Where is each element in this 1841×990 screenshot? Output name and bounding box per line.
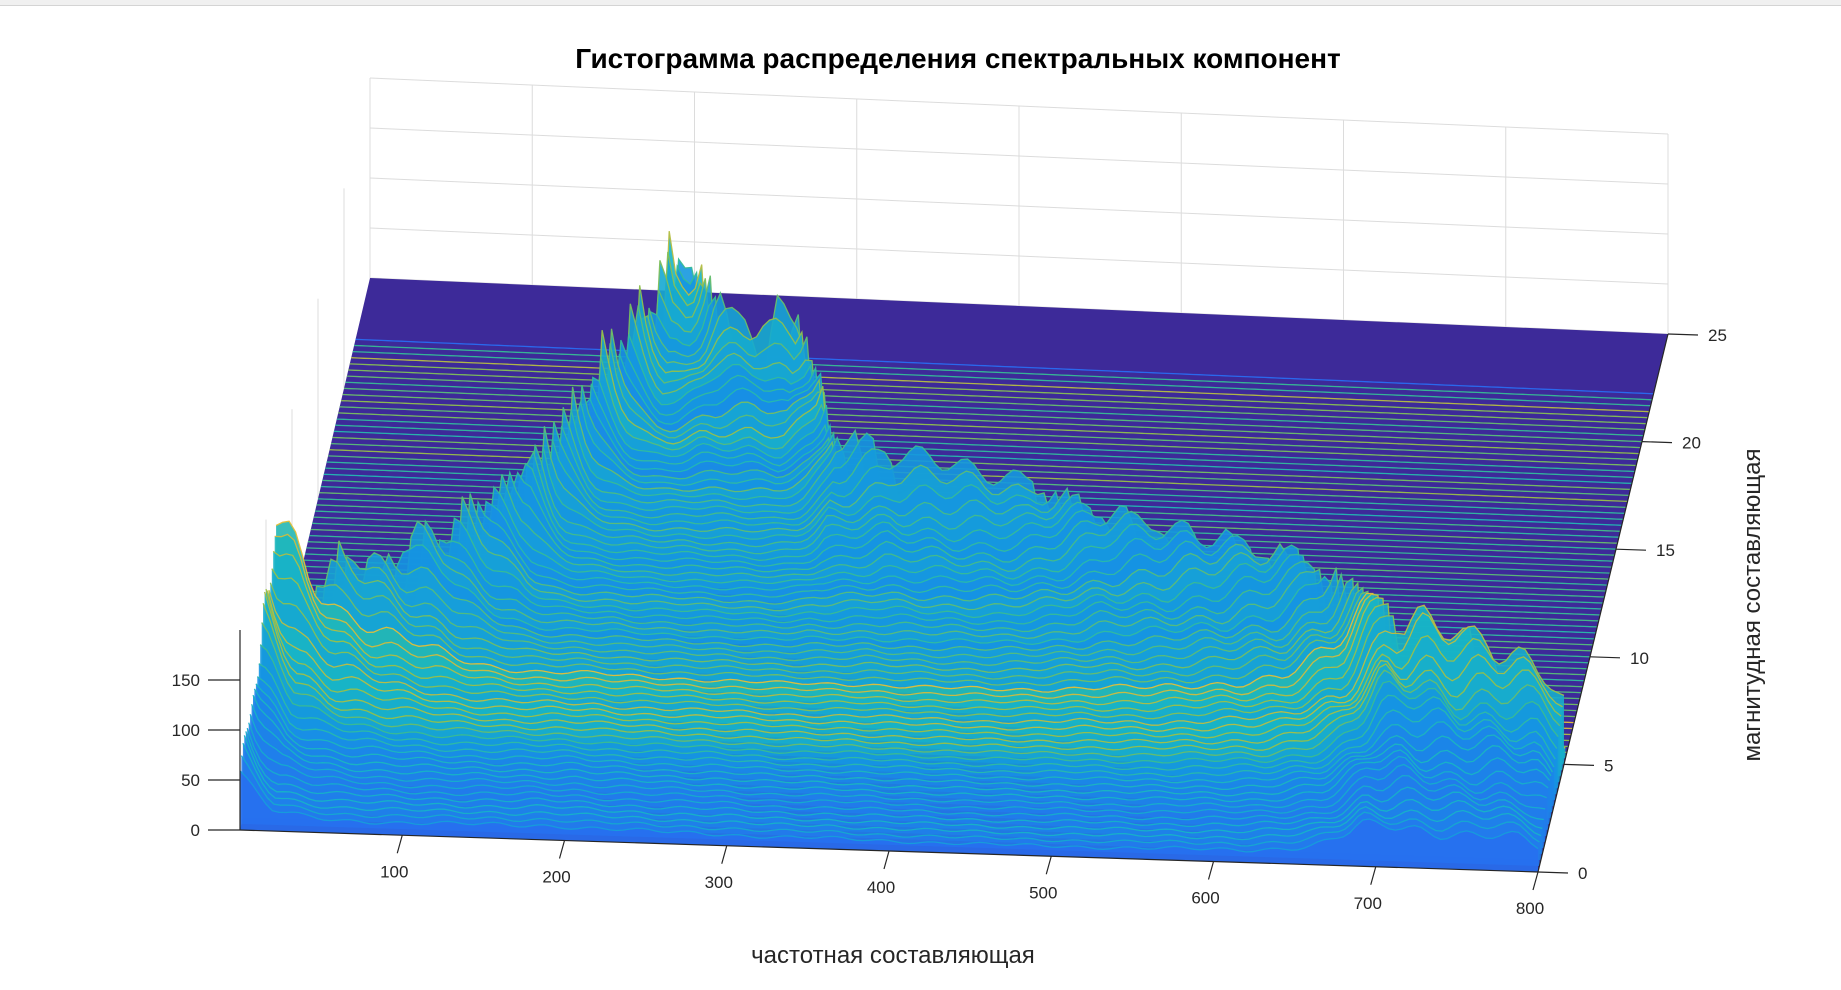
figure-toolbar-strip bbox=[0, 0, 1841, 6]
surface-ribbon bbox=[307, 444, 1606, 591]
surface-ridge-line bbox=[339, 305, 1638, 461]
surface-ridge-line bbox=[348, 260, 1647, 425]
surface-ribbon bbox=[240, 770, 1538, 872]
surface-ridge-line bbox=[352, 263, 1651, 407]
y-tick-mark bbox=[1537, 871, 1569, 874]
y-tick-label: 0 bbox=[1578, 864, 1587, 883]
y-axis-label: магнитудная составляющая bbox=[1739, 449, 1766, 762]
surface-ridge-line bbox=[355, 323, 1654, 395]
surface-ridge-line bbox=[256, 676, 1556, 778]
surface-ridge-line bbox=[303, 471, 1602, 610]
surface-ridge-line bbox=[248, 722, 1547, 815]
y-tick-label: 20 bbox=[1682, 434, 1701, 453]
x-tick-label: 800 bbox=[1516, 899, 1544, 918]
grid-line-back-z bbox=[369, 227, 1669, 285]
surface-ridge-line bbox=[242, 742, 1542, 841]
surface-ridge-line bbox=[343, 291, 1643, 443]
surface-ridge-line bbox=[243, 735, 1543, 834]
surface-ridge-line bbox=[251, 703, 1551, 803]
x-tick-mark bbox=[721, 845, 728, 864]
axes-layer bbox=[208, 333, 1699, 891]
surface-ridge-line bbox=[345, 294, 1644, 437]
surface-ridge-line bbox=[338, 303, 1637, 467]
x-tick-mark bbox=[558, 840, 566, 859]
x-tick-label: 700 bbox=[1354, 894, 1382, 913]
surface-ridge-line bbox=[262, 603, 1562, 751]
x-tick-mark bbox=[883, 850, 890, 870]
surface-ridge-line bbox=[272, 550, 1572, 736]
surface-layer bbox=[239, 231, 1654, 872]
surface-ridge-line bbox=[304, 462, 1604, 604]
x-tick-label: 600 bbox=[1191, 889, 1219, 908]
surface-ridge-line bbox=[268, 589, 1567, 754]
y-tick-label: 10 bbox=[1630, 649, 1649, 668]
z-tick-label: 0 bbox=[191, 821, 200, 840]
surface-ridge-line bbox=[253, 688, 1553, 791]
z-tick-label: 150 bbox=[172, 671, 200, 690]
x-tick-label: 100 bbox=[380, 862, 408, 881]
surface-ridge-line bbox=[278, 558, 1578, 712]
surface-ridge-line bbox=[269, 582, 1569, 748]
surface-ridge-line bbox=[335, 339, 1634, 479]
surface-ribbon bbox=[263, 603, 1562, 777]
surface-ridge-line bbox=[351, 231, 1650, 413]
y-tick-label: 5 bbox=[1604, 756, 1613, 775]
y-tick-mark bbox=[1563, 763, 1595, 766]
y-tick-label: 25 bbox=[1708, 326, 1727, 345]
x-tick-label: 300 bbox=[705, 873, 733, 892]
tick-label-layer: 100 200 300 400 500 600 700 800 0 5 10 15 20 25 0 50 100… bbox=[172, 326, 1727, 918]
surface-ridge-line bbox=[275, 520, 1575, 724]
surface-ridge-line bbox=[261, 622, 1561, 758]
surface-ribbon bbox=[266, 589, 1564, 765]
surface-ribbon bbox=[264, 591, 1563, 771]
surface-ribbon bbox=[273, 551, 1572, 735]
surface-ridge-line bbox=[265, 588, 1565, 739]
surface-ridge-line bbox=[271, 568, 1570, 742]
surface-ridge-line bbox=[277, 584, 1576, 718]
y-tick-mark bbox=[1667, 333, 1699, 336]
grid-line-back-z bbox=[369, 177, 1669, 235]
surface-ridge-line bbox=[240, 755, 1540, 847]
x-axis-label: частотная составляющая bbox=[751, 942, 1035, 969]
y-tick-mark bbox=[1589, 656, 1621, 659]
surface-ridge-line bbox=[342, 293, 1641, 449]
surface-ridge-line bbox=[239, 770, 1539, 853]
surface-ridge-line bbox=[349, 251, 1648, 419]
surface-ridge-line bbox=[333, 353, 1632, 485]
surface-ridge-line bbox=[245, 731, 1544, 828]
surface-ribbon bbox=[274, 534, 1573, 729]
y-axis-line bbox=[1537, 333, 1669, 873]
x-tick-label: 400 bbox=[867, 878, 895, 897]
surface-ridge-line bbox=[258, 663, 1558, 771]
surface-ridge-line bbox=[255, 683, 1555, 784]
x-tick-mark bbox=[1532, 871, 1539, 891]
x-tick-mark bbox=[1045, 856, 1052, 875]
x-tick-label: 200 bbox=[542, 868, 570, 887]
x-tick-mark bbox=[396, 835, 403, 854]
surface-ridge-line bbox=[341, 285, 1640, 455]
grid-line-back-z bbox=[369, 77, 1669, 135]
surface-ridge-line bbox=[252, 694, 1552, 797]
surface-ribbon bbox=[261, 622, 1560, 783]
surface-ridge-line bbox=[263, 591, 1563, 745]
y-tick-mark bbox=[1615, 548, 1647, 551]
z-tick-label: 50 bbox=[181, 771, 200, 790]
surface-ridge-line bbox=[346, 275, 1645, 431]
x-tick-mark bbox=[1370, 866, 1377, 885]
surface-ridge-line bbox=[249, 713, 1549, 808]
surface-ridge-line bbox=[274, 533, 1573, 730]
x-tick-label: 500 bbox=[1029, 883, 1057, 902]
surface-ridge-line bbox=[259, 644, 1559, 764]
surface-ridge-line bbox=[246, 727, 1546, 821]
x-tick-mark bbox=[1207, 861, 1215, 880]
y-tick-mark bbox=[1641, 441, 1673, 444]
surface-ridge-line bbox=[266, 590, 1566, 749]
z-tick-label: 100 bbox=[172, 721, 200, 740]
grid-line-back-z bbox=[369, 127, 1669, 185]
surface-ridge-line bbox=[354, 257, 1653, 401]
y-tick-label: 15 bbox=[1656, 541, 1675, 560]
chart-title: Гистограмма распределения спектральных к… bbox=[575, 43, 1340, 74]
